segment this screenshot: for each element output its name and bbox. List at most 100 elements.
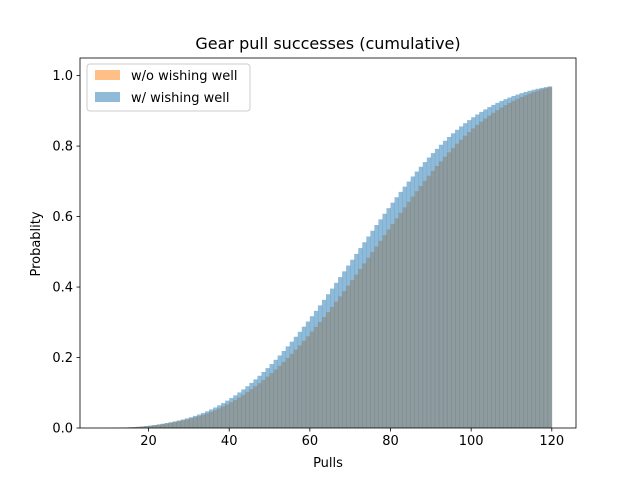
bar: [229, 398, 234, 428]
bar: [491, 104, 496, 428]
x-tick-label: 100: [459, 434, 484, 449]
bar: [281, 351, 286, 428]
bar: [346, 265, 351, 428]
bar: [213, 407, 218, 428]
bar: [330, 288, 335, 428]
bar: [225, 400, 230, 428]
bar: [342, 271, 347, 428]
x-axis-label: Pulls: [313, 456, 343, 471]
bar: [338, 277, 343, 428]
bar: [515, 94, 520, 429]
y-tick-label: 1.0: [52, 69, 73, 84]
bar: [402, 186, 407, 428]
bar: [301, 326, 307, 428]
bar: [362, 242, 367, 428]
bar: [398, 191, 403, 428]
bar: [414, 171, 420, 428]
bar: [450, 133, 456, 429]
bar: [196, 414, 202, 428]
bar: [152, 425, 157, 428]
bar: [507, 97, 512, 429]
bar: [539, 87, 545, 428]
bar: [176, 420, 182, 428]
legend-label-0: w/o wishing well: [131, 69, 237, 84]
bar: [519, 93, 524, 429]
y-tick-label: 0.0: [52, 422, 73, 437]
chart-title: Gear pull successes (cumulative): [195, 34, 460, 53]
bar: [273, 359, 278, 428]
y-tick-label: 0.6: [52, 210, 73, 225]
bar: [370, 230, 375, 428]
bar: [523, 91, 528, 428]
bars-group: [108, 86, 553, 429]
bar: [499, 100, 504, 429]
bar: [192, 415, 198, 428]
bar: [188, 417, 194, 428]
bar: [382, 213, 387, 428]
bar: [277, 355, 282, 428]
bar: [285, 346, 290, 428]
bar: [168, 422, 174, 428]
bar: [245, 386, 250, 428]
y-tick-label: 0.4: [52, 281, 73, 296]
bar: [160, 423, 165, 428]
bar: [483, 109, 488, 428]
bar: [378, 219, 383, 428]
bar: [241, 389, 246, 428]
bar: [434, 148, 440, 428]
bar: [164, 422, 170, 428]
bar: [527, 90, 532, 428]
bar: [321, 299, 327, 428]
bar: [217, 405, 222, 428]
bar: [148, 425, 153, 428]
bar: [334, 282, 339, 428]
bar: [455, 129, 460, 429]
bar: [475, 114, 480, 428]
bar: [325, 294, 331, 428]
bar: [233, 395, 238, 428]
x-tick-label: 40: [221, 434, 238, 449]
bar: [442, 140, 448, 428]
bar: [487, 107, 492, 428]
bar: [463, 123, 468, 428]
y-tick-label: 0.2: [52, 351, 73, 366]
bar: [386, 208, 391, 428]
bar: [253, 379, 258, 428]
bar: [156, 424, 161, 428]
legend: w/o wishing well w/ wishing well: [86, 63, 251, 112]
bar: [289, 341, 295, 428]
bar: [366, 236, 371, 428]
axes-group: 20 40 60 80 100 120 0.0 0.2 0.4 0.6 0.8 1.0: [52, 57, 577, 449]
bar: [354, 253, 359, 428]
bar: [350, 259, 355, 428]
x-tick-label: 120: [539, 434, 564, 449]
legend-swatch-0: [95, 70, 120, 80]
bar: [305, 321, 311, 428]
bar: [237, 392, 242, 428]
bar: [535, 88, 541, 428]
bar: [293, 336, 299, 428]
bar: [209, 409, 214, 428]
bar: [269, 364, 274, 428]
bar: [184, 418, 190, 428]
bar: [261, 372, 266, 428]
bar: [543, 87, 549, 429]
bar: [317, 305, 323, 428]
bar: [531, 89, 536, 429]
bar: [249, 382, 254, 428]
y-tick-label: 0.8: [52, 140, 73, 155]
y-axis-label: Probablity: [29, 211, 44, 276]
bar: [200, 412, 206, 428]
bar: [418, 166, 424, 429]
bar: [358, 248, 363, 428]
bar: [459, 126, 464, 428]
x-tick-label: 80: [382, 434, 399, 449]
bar: [390, 202, 395, 428]
legend-swatch-1: [95, 92, 120, 102]
bar: [309, 316, 315, 428]
bar: [503, 99, 508, 429]
bar: [140, 426, 145, 428]
bar: [422, 162, 428, 428]
bar: [297, 331, 303, 428]
